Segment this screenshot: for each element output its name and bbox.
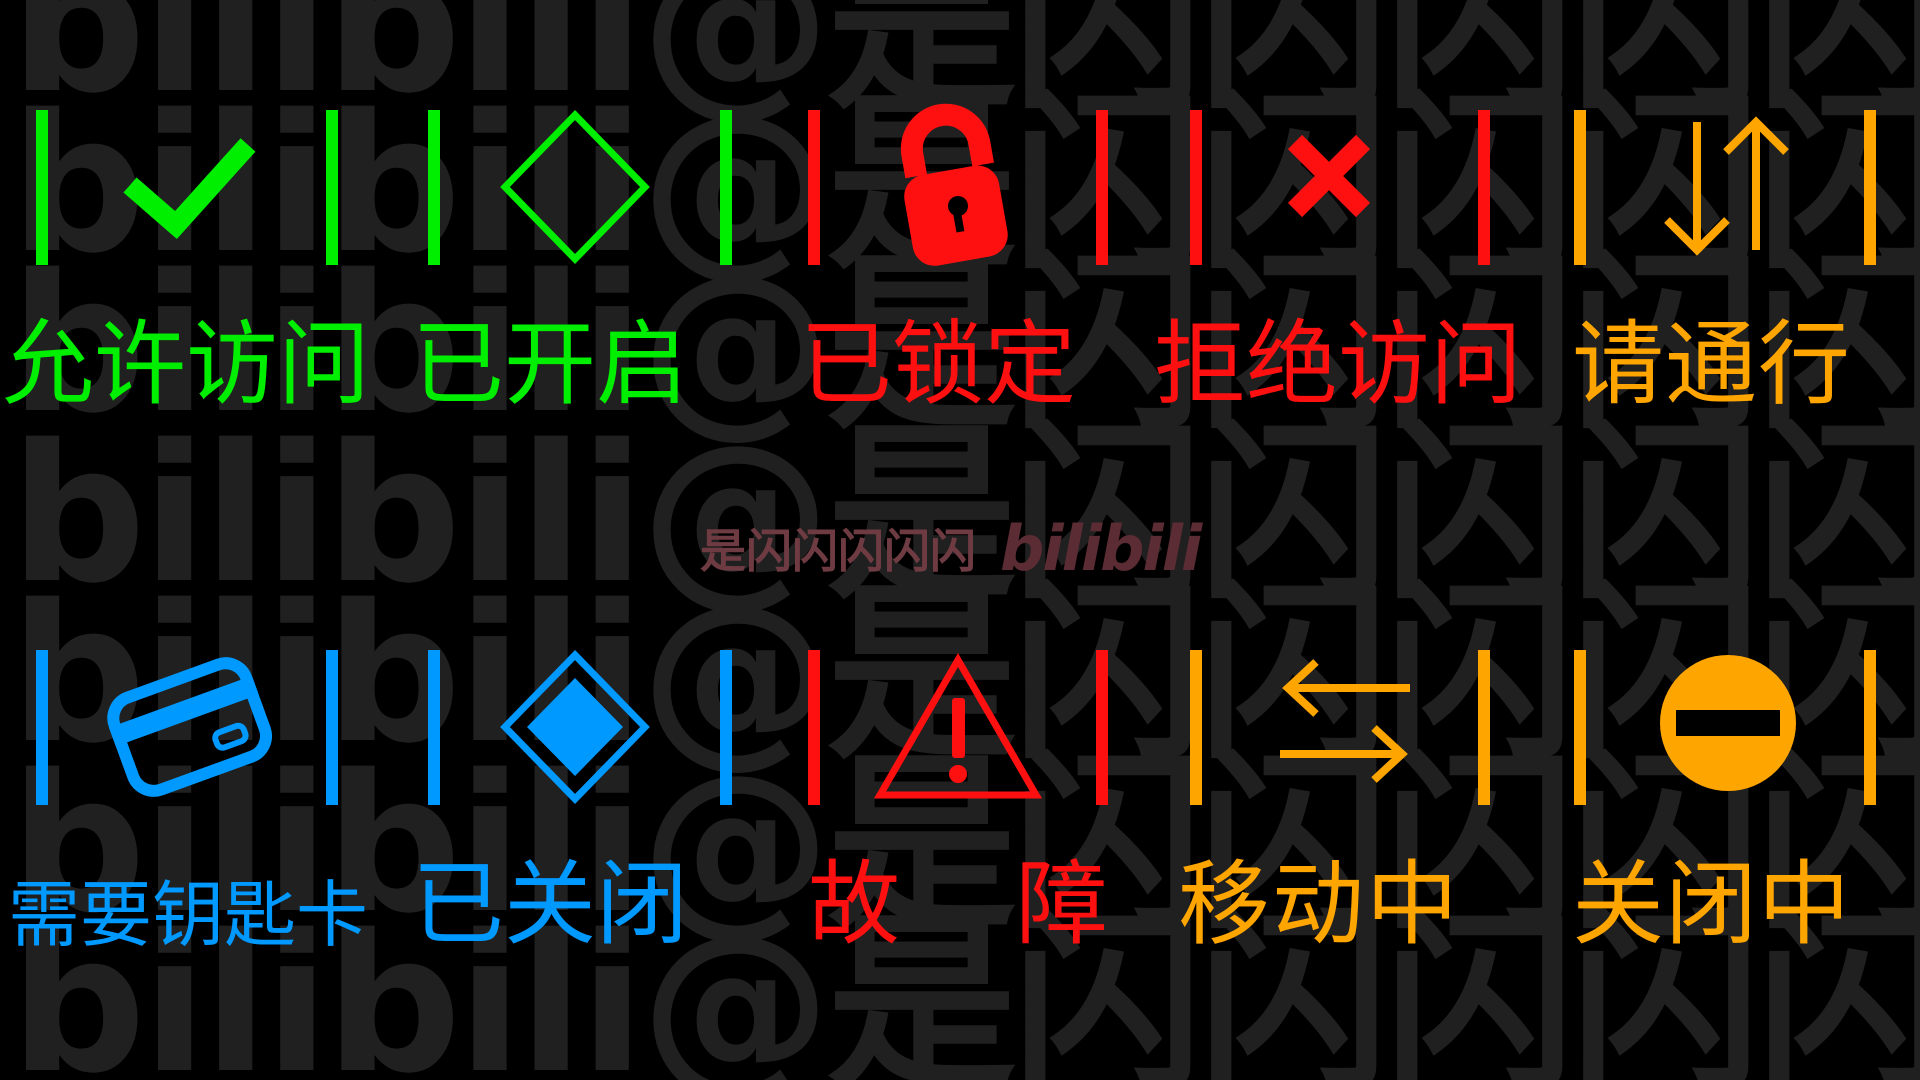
status-panel-fault: 故障 bbox=[800, 540, 1120, 1080]
status-panel-locked: 已锁定 bbox=[800, 0, 1120, 540]
status-label: 故障 bbox=[808, 851, 1108, 958]
bilibili-logo: bilibili bbox=[1000, 511, 1202, 585]
icon-row bbox=[0, 650, 338, 810]
left-right-arrows-icon bbox=[1190, 650, 1490, 805]
keycard-icon bbox=[36, 650, 338, 805]
icon-row bbox=[800, 103, 1120, 270]
status-panel-please-pass: 请通行 bbox=[1560, 0, 1880, 540]
diamond-filled-icon bbox=[428, 649, 732, 805]
status-label: 允许访问 bbox=[2, 311, 371, 418]
diamond-outline-icon bbox=[428, 109, 732, 265]
warning-triangle-icon bbox=[808, 650, 1108, 805]
author-credit: 是闪闪闪闪闪 bilibili bbox=[700, 512, 1202, 585]
status-panel-moving: 移动中 bbox=[1160, 540, 1490, 1080]
status-label: 拒绝访问 bbox=[1154, 311, 1523, 418]
x-mark-icon bbox=[1190, 110, 1490, 265]
status-panel-allow-access: 允许访问 bbox=[0, 0, 371, 540]
icon-row bbox=[390, 109, 732, 270]
status-label: 已关闭 bbox=[412, 851, 689, 958]
icon-row bbox=[1560, 650, 1880, 810]
status-label: 移动中 bbox=[1178, 851, 1458, 958]
status-panel-opened: 已开启 bbox=[390, 0, 732, 540]
icon-row bbox=[390, 649, 732, 810]
icon-row bbox=[800, 650, 1120, 810]
icon-row bbox=[1160, 650, 1490, 810]
up-down-arrows-icon bbox=[1574, 110, 1876, 265]
status-panel-closed: 已关闭 bbox=[390, 540, 732, 1080]
icon-row bbox=[0, 110, 338, 270]
status-panel-keycard-required: 需要钥匙卡 bbox=[0, 540, 368, 1080]
status-panel-closing: 关闭中 bbox=[1560, 540, 1880, 1080]
status-label: 需要钥匙卡 bbox=[8, 873, 369, 957]
no-entry-icon bbox=[1574, 650, 1876, 805]
status-label: 已开启 bbox=[412, 311, 689, 418]
status-panel-access-denied: 拒绝访问 bbox=[1154, 0, 1522, 540]
status-label: 已锁定 bbox=[800, 311, 1077, 418]
icon-row bbox=[1560, 110, 1880, 270]
padlock-icon bbox=[808, 103, 1108, 266]
check-icon bbox=[36, 110, 338, 265]
status-label: 请通行 bbox=[1572, 311, 1850, 418]
status-label: 关闭中 bbox=[1572, 851, 1850, 958]
author-name: 是闪闪闪闪闪 bbox=[700, 524, 976, 578]
icon-row bbox=[1160, 110, 1490, 270]
